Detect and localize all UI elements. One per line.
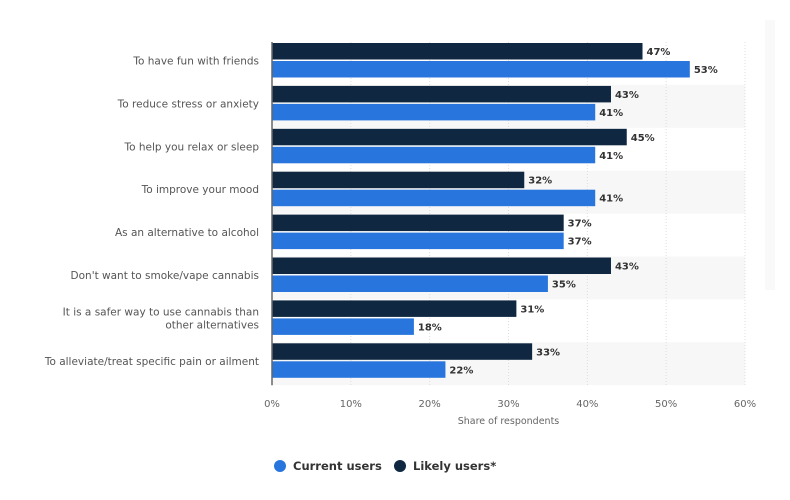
data-label: 41% xyxy=(599,108,623,119)
bar-likely xyxy=(272,257,611,274)
category-label: To alleviate/treat specific pain or ailm… xyxy=(44,356,259,368)
data-label: 53% xyxy=(694,65,718,76)
bar-current xyxy=(272,318,414,335)
data-label: 22% xyxy=(449,365,473,376)
bar-likely xyxy=(272,343,533,360)
data-label: 37% xyxy=(568,219,592,230)
data-label: 35% xyxy=(552,280,576,291)
data-label: 43% xyxy=(615,262,639,273)
bar-likely xyxy=(272,128,627,146)
bar-likely xyxy=(272,85,611,103)
data-label: 33% xyxy=(536,347,560,358)
data-label: 32% xyxy=(528,176,552,187)
bar-current xyxy=(272,232,564,250)
x-tick-label: 20% xyxy=(419,399,441,410)
category-label: other alternatives xyxy=(165,319,259,331)
category-label: To have fun with friends xyxy=(132,55,259,67)
x-tick-label: 10% xyxy=(340,399,362,410)
category-label: To improve your mood xyxy=(141,184,259,196)
data-label: 41% xyxy=(599,194,623,205)
x-tick-label: 50% xyxy=(655,399,677,410)
category-label: To reduce stress or anxiety xyxy=(117,98,259,110)
x-axis-title: Share of respondents xyxy=(458,416,560,427)
data-label: 47% xyxy=(647,47,671,58)
legend-item[interactable]: Current users xyxy=(274,459,382,473)
legend-marker xyxy=(394,460,406,472)
bar-current xyxy=(272,61,690,78)
data-label: 18% xyxy=(418,322,442,333)
bar-current xyxy=(272,146,596,164)
data-label: 43% xyxy=(615,90,639,101)
category-label: To help you relax or sleep xyxy=(123,141,259,153)
category-label: It is a safer way to use cannabis than xyxy=(63,306,259,318)
category-label: Don't want to smoke/vape cannabis xyxy=(71,270,259,282)
bar-likely xyxy=(272,300,517,317)
x-tick-label: 60% xyxy=(734,399,756,410)
bar-current xyxy=(272,361,446,378)
bar-likely xyxy=(272,43,643,60)
x-tick-label: 30% xyxy=(497,399,519,410)
data-label: 41% xyxy=(599,151,623,162)
data-label: 31% xyxy=(520,304,544,315)
bar-current xyxy=(272,189,596,207)
x-tick-label: 40% xyxy=(576,399,598,410)
legend-marker xyxy=(274,460,286,472)
bar-likely xyxy=(272,214,564,232)
scroll-strip xyxy=(765,20,775,290)
bar-current xyxy=(272,275,548,292)
data-label: 37% xyxy=(568,237,592,248)
legend-label: Likely users* xyxy=(413,459,496,473)
data-label: 45% xyxy=(631,133,655,144)
legend-item[interactable]: Likely users* xyxy=(394,459,496,473)
category-label: As an alternative to alcohol xyxy=(115,227,259,239)
bar-likely xyxy=(272,171,525,189)
bar-current xyxy=(272,103,596,121)
x-tick-label: 0% xyxy=(264,399,280,410)
legend-label: Current users xyxy=(293,459,382,473)
